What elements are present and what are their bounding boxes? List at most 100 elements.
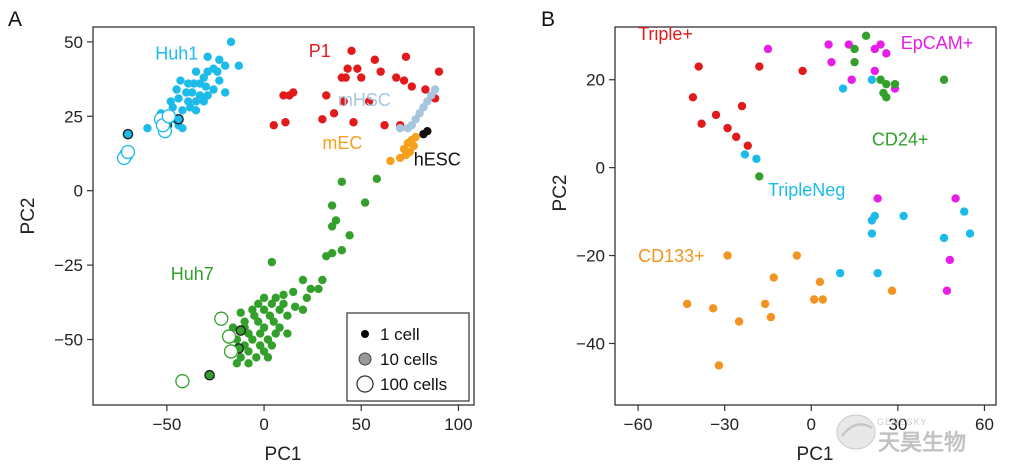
point-huh7-100-cells	[223, 344, 239, 359]
legend-label-100-cells: 100 cells	[380, 375, 447, 394]
point-tripleneg-1-cell	[965, 229, 975, 238]
point-cd24-pos-1-cell	[861, 31, 871, 40]
point-tripleneg-1-cell	[873, 268, 882, 278]
point-cd133-pos-1-cell	[734, 317, 744, 326]
point-epcam-pos-1-cell	[870, 66, 879, 76]
point-huh7-1-cell	[254, 299, 263, 309]
point-epcam-pos-1-cell	[951, 194, 960, 203]
point-p1-1-cell	[339, 97, 348, 106]
point-epcam-pos-1-cell	[844, 40, 853, 49]
point-p1-1-cell	[401, 52, 411, 61]
x-tick-label: −30	[710, 415, 739, 434]
point-huh1-1-cell	[215, 55, 224, 64]
group-label-cd133-pos: CD133+	[638, 246, 705, 266]
point-huh7-100-cells	[214, 311, 229, 326]
point-p1-1-cell	[357, 73, 366, 82]
point-huh7-1-cell	[283, 311, 292, 320]
point-p1-1-cell	[364, 97, 374, 106]
point-p1-1-cell	[347, 46, 356, 56]
point-triple-pos-1-cell	[737, 101, 747, 111]
point-tripleneg-1-cell	[867, 216, 877, 225]
point-huh7-1-cell	[290, 302, 300, 311]
point-huh7-1-cell	[298, 305, 308, 314]
point-huh7-1-cell	[259, 347, 269, 356]
genesky-logo-icon	[836, 414, 876, 450]
panel-a-x-axis-title: PC1	[265, 444, 302, 465]
point-cd133-pos-1-cell	[815, 277, 825, 287]
point-huh7-1-cell	[267, 341, 277, 350]
point-mhsc-1-cell	[423, 97, 432, 106]
point-huh7-100-cells	[175, 374, 190, 389]
point-p1-1-cell	[285, 91, 294, 100]
point-huh7-1-cell	[345, 231, 354, 240]
point-huh1-1-cell	[191, 67, 201, 76]
point-triple-pos-1-cell	[711, 110, 721, 120]
y-tick-label: −25	[54, 256, 83, 275]
point-cd24-pos-1-cell	[882, 93, 891, 102]
point-huh7-1-cell	[271, 329, 280, 338]
panel-a-letter: A	[8, 8, 22, 31]
point-huh7-1-cell	[306, 284, 315, 294]
group-label-mec: mEC	[322, 133, 362, 153]
point-cd24-pos-1-cell	[850, 44, 859, 54]
x-tick-label: 0	[807, 415, 816, 434]
point-cd24-pos-1-cell	[890, 79, 900, 89]
point-huh7-1-cell	[255, 341, 265, 350]
point-huh7-1-cell	[318, 275, 327, 285]
point-huh1-100-cells	[120, 144, 136, 160]
point-cd133-pos-1-cell	[766, 312, 776, 322]
point-epcam-pos-1-cell	[873, 194, 882, 203]
point-huh1-1-cell	[176, 76, 185, 85]
legend-label-1-cell: 1 cell	[380, 325, 420, 344]
point-huh7-1-cell	[337, 177, 347, 186]
point-huh1-1-cell	[203, 67, 212, 76]
y-tick-label: 25	[64, 107, 83, 126]
point-huh1-1-cell	[143, 123, 152, 133]
point-huh7-1-cell	[269, 317, 278, 326]
point-huh1-1-cell	[178, 123, 187, 133]
point-huh1-1-cell	[220, 88, 230, 97]
legend-marker-10-cells	[358, 352, 372, 366]
x-tick-label: 60	[975, 415, 994, 434]
point-mec-1-cell	[409, 141, 418, 151]
group-label-epcam-pos: EpCAM+	[901, 33, 974, 53]
point-huh1-1-cell	[203, 91, 212, 100]
point-mhsc-1-cell	[403, 123, 413, 133]
point-epcam-pos-1-cell	[942, 286, 952, 295]
point-triple-pos-1-cell	[688, 93, 698, 102]
point-mhsc-1-cell	[395, 123, 405, 133]
panel-b-x-axis-title: PC1	[797, 444, 834, 465]
point-p1-1-cell	[407, 82, 416, 91]
point-huh1-1-cell	[189, 79, 199, 88]
point-huh1-1-cell	[191, 97, 201, 106]
point-p1-1-cell	[376, 67, 385, 76]
point-huh7-1-cell	[236, 353, 245, 362]
y-tick-label: −40	[576, 334, 605, 353]
point-huh7-1-cell	[240, 317, 249, 326]
panel-b-y-axis-title: PC2	[550, 175, 571, 212]
point-huh7-1-cell	[263, 335, 273, 344]
point-tripleneg-1-cell	[899, 211, 908, 221]
point-cd133-pos-1-cell	[769, 273, 778, 282]
point-huh1-1-cell	[209, 85, 218, 94]
point-mec-1-cell	[395, 153, 405, 163]
point-cd24-pos-1-cell	[882, 79, 891, 89]
point-tripleneg-1-cell	[752, 154, 761, 164]
point-huh7-1-cell	[289, 287, 298, 297]
point-huh7-1-cell	[314, 284, 323, 294]
point-p1-1-cell	[399, 76, 409, 85]
point-huh1-1-cell	[174, 94, 183, 103]
point-p1-1-cell	[318, 115, 327, 124]
point-mec-1-cell	[386, 156, 395, 166]
point-epcam-pos-1-cell	[847, 75, 856, 84]
point-huh1-1-cell	[172, 85, 181, 94]
point-p1-1-cell	[329, 109, 339, 118]
point-cd133-pos-1-cell	[887, 286, 897, 295]
point-cd133-pos-1-cell	[682, 299, 692, 309]
y-tick-label: 0	[74, 182, 83, 201]
group-label-p1: P1	[309, 41, 331, 61]
point-mhsc-1-cell	[419, 103, 428, 112]
point-huh7-1-cell	[263, 353, 273, 362]
panel-b: B −60 −30 0 30 60 20 0 −20 −40 Triple+ EpCAM+ CD24…	[541, 8, 997, 465]
point-huh7-1-cell	[252, 353, 261, 362]
